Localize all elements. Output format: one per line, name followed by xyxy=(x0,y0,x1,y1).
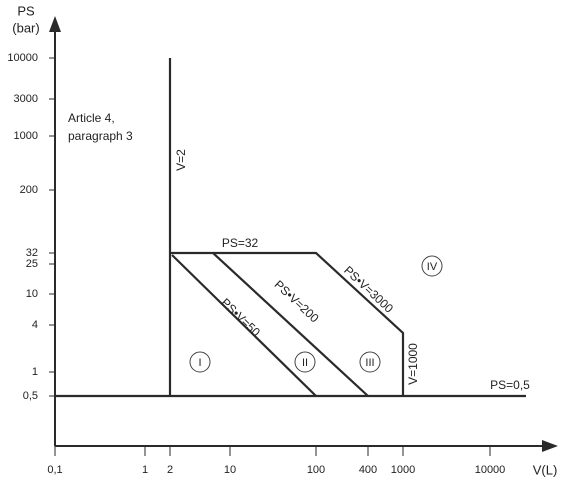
x-tick-label: 100 xyxy=(307,464,325,476)
line-label: PS•V=50 xyxy=(218,295,263,339)
line-label: V=2 xyxy=(174,149,188,171)
y-tick-label: 10000 xyxy=(7,52,38,64)
line-label: PS•V=200 xyxy=(272,277,322,325)
line-psv200 xyxy=(212,252,369,397)
region-circle xyxy=(189,351,211,373)
line-label: PS=0,5 xyxy=(490,378,530,392)
region-label: II xyxy=(302,357,308,369)
x-tick-label: 1 xyxy=(142,464,148,476)
region-label: I xyxy=(198,357,201,369)
x-tick-label: 2 xyxy=(167,464,173,476)
note: Article 4, xyxy=(68,111,115,125)
line-boundary xyxy=(170,251,405,396)
y-tick-label: 0,5 xyxy=(23,390,38,402)
region-circle xyxy=(294,351,316,373)
region-circle xyxy=(421,255,443,277)
region-label: IV xyxy=(427,261,438,273)
y-tick-label: 10 xyxy=(26,288,38,300)
line-label: PS=32 xyxy=(222,236,259,250)
x-tick-label: 0,1 xyxy=(47,464,62,476)
y-arrow xyxy=(49,16,61,32)
line-psv50 xyxy=(171,254,317,397)
y-tick-label: 200 xyxy=(20,184,38,196)
x-tick-label: 400 xyxy=(359,464,377,476)
x-tick-label: 1000 xyxy=(391,464,415,476)
y-unit: (bar) xyxy=(12,20,39,35)
x-title: V(L) xyxy=(533,462,558,477)
x-tick-label: 10000 xyxy=(475,464,506,476)
y-tick-label: 1000 xyxy=(14,130,38,142)
note: paragraph 3 xyxy=(68,129,133,143)
region-label: III xyxy=(365,357,374,369)
y-tick-label: 32 xyxy=(26,247,38,259)
y-tick-label: 25 xyxy=(26,258,38,270)
region-circle xyxy=(359,351,381,373)
y-tick-label: 1 xyxy=(32,366,38,378)
line-label: PS•V=3000 xyxy=(341,263,396,316)
x-arrow xyxy=(542,440,558,452)
y-tick-label: 3000 xyxy=(14,93,38,105)
y-tick-label: 4 xyxy=(32,319,38,331)
y-title: PS xyxy=(17,3,35,18)
line-label: V=1000 xyxy=(406,343,420,385)
x-tick-label: 10 xyxy=(224,464,236,476)
